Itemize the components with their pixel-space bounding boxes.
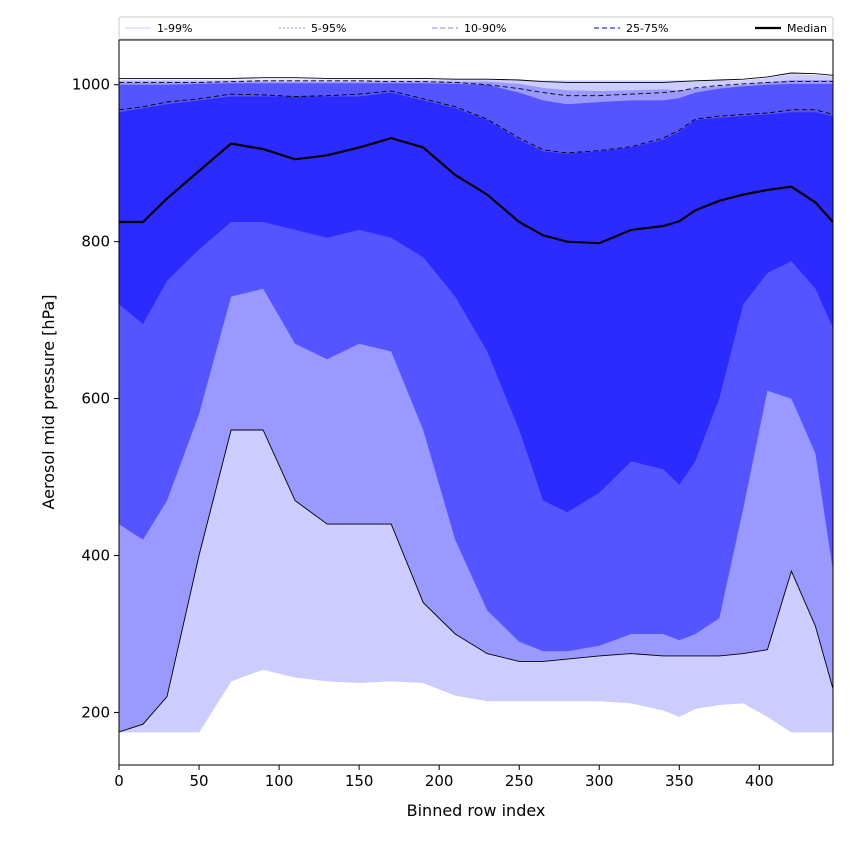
line-25-75-high (119, 90, 833, 154)
legend-label: 1-99% (157, 22, 192, 35)
legend-label: 10-90% (464, 22, 506, 35)
x-tick-label: 50 (189, 772, 208, 790)
x-tick-label: 0 (114, 772, 124, 790)
legend-box (118, 16, 834, 40)
y-axis-label: Aerosol mid pressure [hPa] (39, 294, 58, 509)
band-25-75 (119, 92, 833, 513)
x-tick-label: 250 (505, 772, 534, 790)
legend-label: 25-75% (626, 22, 668, 35)
axes: 0 50 100 150 200 250 300 350 400 200 400 600 800 1000 (72, 39, 834, 790)
median-line (119, 136, 833, 245)
line-1-99-high (119, 74, 833, 82)
x-tick-label: 150 (345, 772, 374, 790)
line-layer (119, 72, 833, 733)
legend-label: 5-95% (311, 22, 346, 35)
line-5-95-high (119, 72, 833, 83)
line-1-99-low (119, 668, 833, 733)
x-tick-label: 300 (585, 772, 614, 790)
x-tick-label: 350 (665, 772, 694, 790)
y-tick-label: 600 (81, 390, 110, 408)
y-tick-label: 1000 (72, 76, 110, 94)
y-tick-label: 400 (81, 547, 110, 565)
x-tick-label: 400 (745, 772, 774, 790)
x-tick-label: 100 (265, 772, 294, 790)
plot-frame (118, 39, 834, 766)
y-tick-label: 800 (81, 233, 110, 251)
line-5-95-low (119, 429, 833, 733)
line-10-90-high (119, 80, 833, 97)
band-layer (119, 74, 833, 732)
legend-label: Median (787, 22, 827, 35)
y-tick-label: 200 (81, 703, 110, 721)
x-tick-label: 200 (425, 772, 454, 790)
x-axis-label: Binned row index (407, 801, 546, 820)
legend: 1-99% 5-95% 10-90% 25-75% Median (118, 16, 834, 40)
